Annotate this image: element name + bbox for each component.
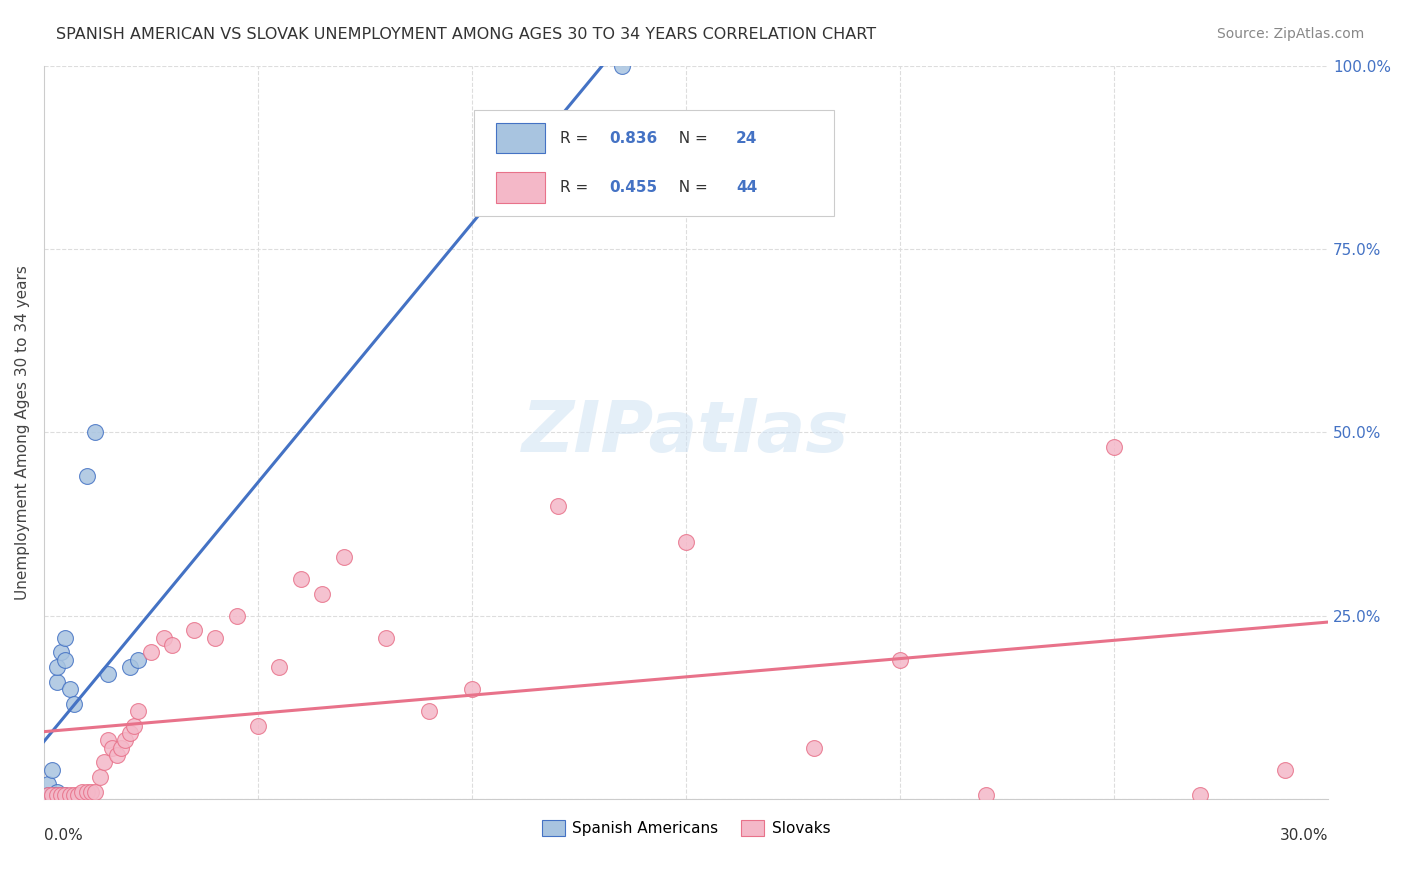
Point <box>1102 440 1125 454</box>
Point <box>246 718 269 732</box>
Point <box>162 638 184 652</box>
Point <box>45 660 67 674</box>
Point <box>803 740 825 755</box>
FancyBboxPatch shape <box>474 110 834 216</box>
Point <box>127 704 149 718</box>
Point <box>53 788 76 802</box>
Text: SPANISH AMERICAN VS SLOVAK UNEMPLOYMENT AMONG AGES 30 TO 34 YEARS CORRELATION CH: SPANISH AMERICAN VS SLOVAK UNEMPLOYMENT … <box>56 27 876 42</box>
Point <box>49 788 72 802</box>
Text: N =: N = <box>669 130 713 145</box>
Point <box>37 788 59 802</box>
Legend: Spanish Americans, Slovaks: Spanish Americans, Slovaks <box>536 814 837 843</box>
Point <box>58 681 80 696</box>
Point <box>41 788 63 802</box>
Point <box>1274 763 1296 777</box>
Point <box>49 645 72 659</box>
Point <box>49 788 72 802</box>
Point <box>101 740 124 755</box>
Bar <box>496 172 544 202</box>
Point <box>53 652 76 666</box>
Point <box>290 572 312 586</box>
Point <box>375 631 398 645</box>
Text: 0.0%: 0.0% <box>44 828 83 843</box>
Point <box>45 674 67 689</box>
Point <box>122 718 145 732</box>
Point <box>461 681 484 696</box>
Point <box>76 784 98 798</box>
Text: R =: R = <box>560 180 593 195</box>
Point <box>41 763 63 777</box>
Point <box>84 784 107 798</box>
Point <box>269 660 291 674</box>
Point <box>610 59 633 73</box>
Text: 24: 24 <box>737 130 758 145</box>
Point <box>45 788 67 802</box>
Bar <box>496 122 544 153</box>
Point <box>63 697 86 711</box>
Point <box>974 788 997 802</box>
Text: ZIPatlas: ZIPatlas <box>522 398 849 467</box>
Point <box>45 788 67 802</box>
Point <box>105 747 128 762</box>
Text: 44: 44 <box>737 180 758 195</box>
Point <box>63 788 86 802</box>
Point <box>93 755 115 769</box>
Point <box>418 704 440 718</box>
Point <box>675 535 697 549</box>
Point <box>547 499 569 513</box>
Point <box>37 788 59 802</box>
Point <box>76 469 98 483</box>
Text: N =: N = <box>669 180 713 195</box>
Point <box>67 788 90 802</box>
Point <box>45 784 67 798</box>
Point <box>889 652 911 666</box>
Point <box>139 645 162 659</box>
Point <box>204 631 226 645</box>
Text: 30.0%: 30.0% <box>1279 828 1329 843</box>
Point <box>45 788 67 802</box>
Point <box>1188 788 1211 802</box>
Point <box>118 726 141 740</box>
Point <box>118 660 141 674</box>
Point <box>183 624 205 638</box>
Text: R =: R = <box>560 130 593 145</box>
Y-axis label: Unemployment Among Ages 30 to 34 years: Unemployment Among Ages 30 to 34 years <box>15 265 30 599</box>
Point <box>152 631 174 645</box>
Point <box>332 549 354 564</box>
Point <box>127 652 149 666</box>
Point <box>114 733 136 747</box>
Point <box>110 740 132 755</box>
Point <box>97 667 120 681</box>
Point <box>89 770 111 784</box>
Point <box>225 608 247 623</box>
Point <box>97 733 120 747</box>
Text: Source: ZipAtlas.com: Source: ZipAtlas.com <box>1216 27 1364 41</box>
Point <box>41 788 63 802</box>
Point <box>41 788 63 802</box>
Point <box>311 586 333 600</box>
Text: 0.455: 0.455 <box>609 180 657 195</box>
Point <box>80 784 103 798</box>
Point <box>53 631 76 645</box>
Point <box>84 425 107 440</box>
Point <box>58 788 80 802</box>
Point <box>72 784 94 798</box>
Text: 0.836: 0.836 <box>609 130 657 145</box>
Point <box>41 788 63 802</box>
Point <box>37 777 59 791</box>
Point <box>53 788 76 802</box>
